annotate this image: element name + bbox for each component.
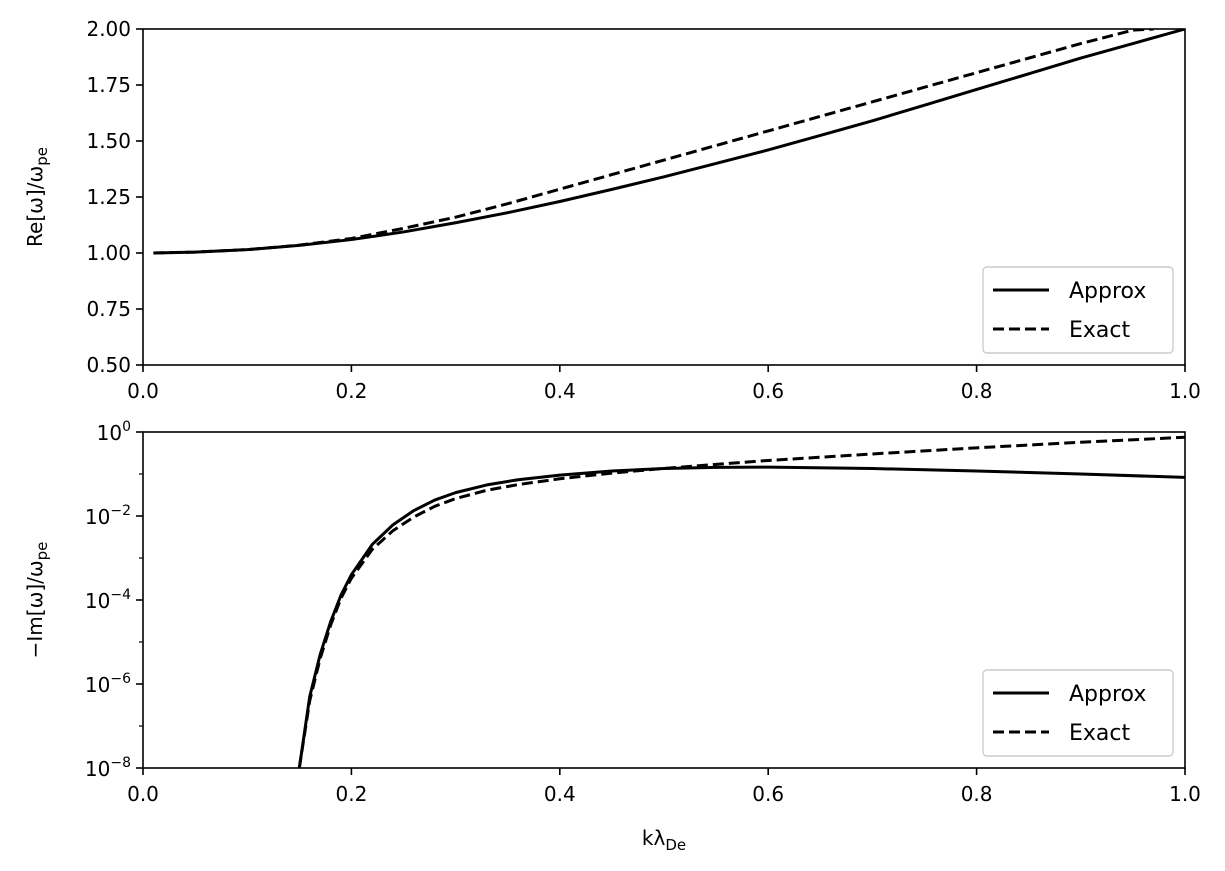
x-tick-label: 0.8 xyxy=(961,379,993,403)
series-group xyxy=(153,29,1185,255)
x-axis-label-sub: De xyxy=(665,836,686,854)
legend: Approx Exact xyxy=(982,669,1174,757)
y-tick-label: 10−6 xyxy=(85,671,131,697)
x-tick-label: 0.2 xyxy=(335,782,367,806)
y-tick-base: 10 xyxy=(85,757,110,781)
y-tick-exp: 0 xyxy=(122,419,131,435)
legend-label-exact: Exact xyxy=(1069,721,1130,746)
y-axis-label-main: −Im[ω]/ω xyxy=(23,560,47,658)
series-line-exact xyxy=(297,435,1185,768)
x-tick-label: 0.8 xyxy=(961,782,993,806)
y-axis-label: Re[ω]/ωpe xyxy=(23,147,51,247)
x-tick-label: 0.6 xyxy=(752,782,784,806)
y-tick-label: 10−4 xyxy=(85,587,131,613)
x-tick-label: 0.4 xyxy=(544,782,576,806)
x-axis-label-main: kλ xyxy=(642,826,666,850)
x-tick-label: 0.0 xyxy=(127,379,159,403)
y-tick-exp: −8 xyxy=(110,755,131,771)
x-tick-label: 1.0 xyxy=(1169,379,1201,403)
series-line-approx xyxy=(153,29,1185,255)
legend-label-approx: Approx xyxy=(1069,682,1146,707)
im-omega-panel: 0.0 0.2 0.4 0.6 0.8 1.010010−210−410−610−8−Im… xyxy=(23,419,1201,854)
y-axis-label-sub: pe xyxy=(33,542,51,561)
y-axis-label: −Im[ω]/ωpe xyxy=(23,542,51,659)
x-axis-label: kλDe xyxy=(642,826,686,854)
y-axis-label-sub: pe xyxy=(33,147,51,166)
legend: Approx Exact xyxy=(982,266,1174,354)
x-tick-label: 1.0 xyxy=(1169,782,1201,806)
re-omega-panel: 0.0 0.2 0.4 0.6 0.8 1.0 0.50 0.75 1.00 1.25 1.50 1.… xyxy=(23,17,1201,403)
x-tick-label: 0.2 xyxy=(335,379,367,403)
series-line-exact xyxy=(153,29,1154,255)
y-axis-label-main: Re[ω]/ω xyxy=(23,166,47,247)
y-tick-label: 100 xyxy=(97,419,131,445)
y-tick-label: 1.00 xyxy=(86,241,131,265)
y-tick-label: 0.75 xyxy=(86,297,131,321)
y-tick-base: 10 xyxy=(85,673,110,697)
y-tick-base: 10 xyxy=(85,589,110,613)
y-tick-label: 0.50 xyxy=(86,353,131,377)
y-tick-label: 1.75 xyxy=(86,73,131,97)
y-tick-base: 10 xyxy=(85,505,110,529)
y-tick-exp: −4 xyxy=(110,587,131,603)
y-tick-base: 10 xyxy=(97,421,122,445)
y-tick-label: 2.00 xyxy=(86,17,131,41)
x-tick-label: 0.6 xyxy=(752,379,784,403)
y-tick-label: 10−8 xyxy=(85,755,131,781)
legend-label-approx: Approx xyxy=(1069,279,1146,304)
y-tick-label: 1.25 xyxy=(86,185,131,209)
y-tick-label: 1.50 xyxy=(86,129,131,153)
x-tick-label: 0.0 xyxy=(127,782,159,806)
y-tick-exp: −2 xyxy=(110,503,131,519)
x-tick-label: 0.4 xyxy=(544,379,576,403)
series-group xyxy=(297,435,1185,768)
legend-label-exact: Exact xyxy=(1069,318,1130,343)
y-tick-label: 10−2 xyxy=(85,503,131,529)
y-tick-exp: −6 xyxy=(110,671,131,687)
